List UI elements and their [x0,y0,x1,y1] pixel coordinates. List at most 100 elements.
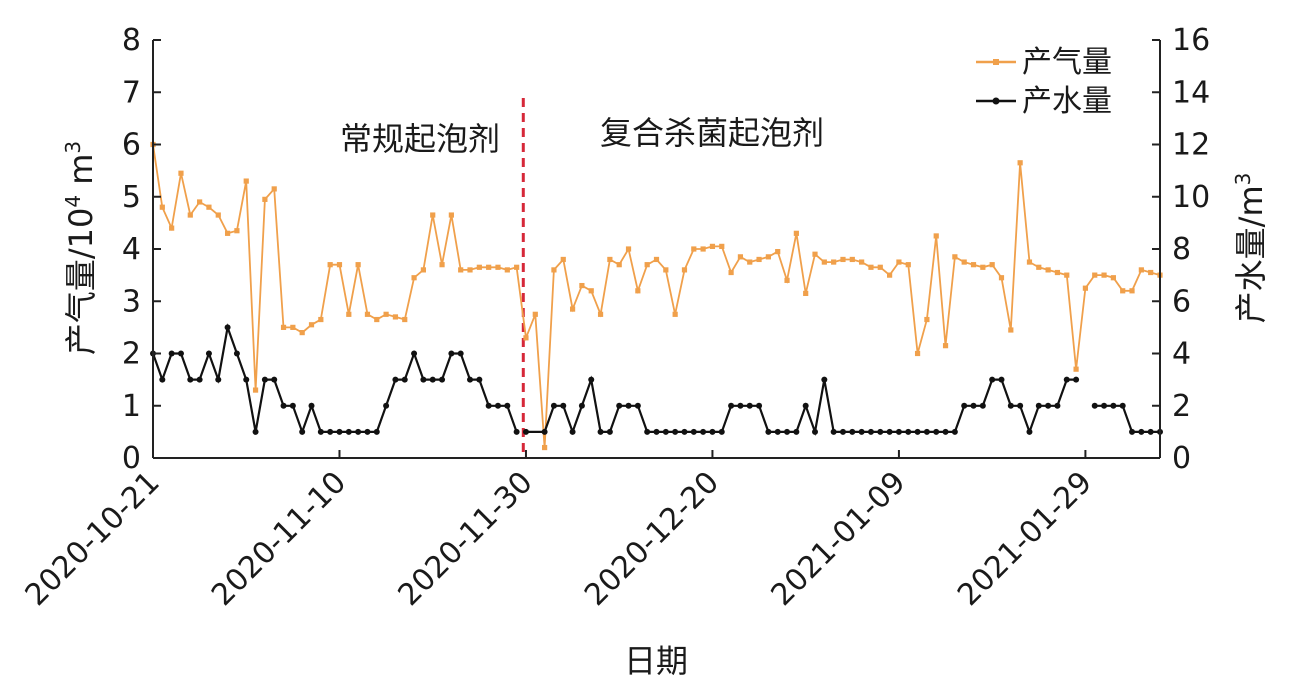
water-point [625,402,632,409]
water-point [168,350,175,357]
water-point [933,428,940,435]
water-point [756,402,763,409]
left-axis-title-sup1: 4 [61,195,85,208]
gas-point [224,230,231,236]
gas-point [765,254,771,260]
gas-point [1054,269,1061,276]
water-point [1035,402,1042,409]
water-point [345,428,352,435]
water-point [159,376,166,383]
water-point [261,376,268,383]
water-point [839,428,846,435]
left-tick-label: 6 [122,128,141,163]
water-point [765,428,772,435]
water-point [522,428,529,435]
water-point [457,350,464,357]
gas-point [700,246,706,252]
gas-point [532,311,538,317]
gas-point [299,330,305,336]
gas-point [887,272,893,278]
water-point [1138,428,1145,435]
right-tick-label: 12 [1172,128,1210,163]
gas-point [821,259,827,265]
water-point [942,428,949,435]
water-point [858,428,865,435]
water-point [1017,402,1024,409]
left-tick-label: 1 [122,389,141,424]
water-series-line [526,375,1077,437]
gas-point [914,350,921,357]
gas-point [560,256,566,263]
gas-point [905,262,911,268]
right-tick-label: 6 [1172,284,1191,319]
series-layer [150,141,1163,451]
gas-point [989,262,995,268]
gas-point [159,204,165,210]
gas-point [569,306,576,312]
water-point [821,376,828,383]
water-point [923,428,930,435]
gas-point [952,254,958,260]
gas-point [644,262,650,268]
gas-point [392,314,399,320]
water-point [867,428,874,435]
water-point [569,428,576,435]
water-point [588,376,595,383]
water-series-line [151,323,518,436]
water-point [895,428,902,435]
water-point [662,428,669,435]
gas-point [430,212,436,218]
water-point [485,402,492,409]
water-point [252,428,259,435]
right-tick-label: 2 [1172,389,1191,424]
legend-water-marker [992,97,1000,105]
x-tick-label: 2020-12-20 [578,465,726,613]
left-axis-title-main: 产气量/10 [62,208,100,356]
gas-point [514,264,520,270]
gas-point [737,254,744,260]
legend-water-label: 产水量 [1022,84,1112,119]
water-point [1073,376,1080,383]
water-point [1129,428,1136,435]
gas-point [1036,264,1042,270]
left-tick-label: 4 [122,232,141,267]
gas-point [653,256,660,263]
water-point [355,428,362,435]
gas-point [439,262,445,268]
gas-point [868,264,874,270]
water-point [280,402,287,409]
gas-point [318,316,324,323]
gas-point [1101,272,1107,278]
water-point [364,428,371,435]
water-point [690,428,697,435]
gas-point [877,264,883,270]
gas-point [169,225,175,231]
water-point [1007,402,1014,409]
right-tick-label: 0 [1172,441,1191,476]
water-point [737,402,744,409]
gas-point [1073,366,1079,372]
water-point [383,402,390,409]
gas-point [495,264,501,270]
gas-point [178,170,184,176]
legend: 产气量 产水量 [976,45,1112,119]
gas-point [542,444,548,451]
water-series-line [1094,404,1160,433]
water-point [550,402,557,409]
x-tick-label: 2020-10-21 [19,465,167,613]
gas-point [793,230,799,236]
right-axis-title-sup: 3 [1231,173,1255,186]
water-point [653,428,660,435]
water-point [951,428,958,435]
gas-point [551,267,557,273]
water-point [560,402,567,409]
water-point [392,376,399,383]
gas-point [1092,272,1098,278]
left-phase-label: 常规起泡剂 [340,120,500,158]
water-point [205,350,212,357]
water-point [541,428,548,435]
left-tick-label: 2 [122,337,141,372]
water-point [998,376,1005,383]
left-tick-label: 5 [122,180,141,215]
water-point [616,402,623,409]
